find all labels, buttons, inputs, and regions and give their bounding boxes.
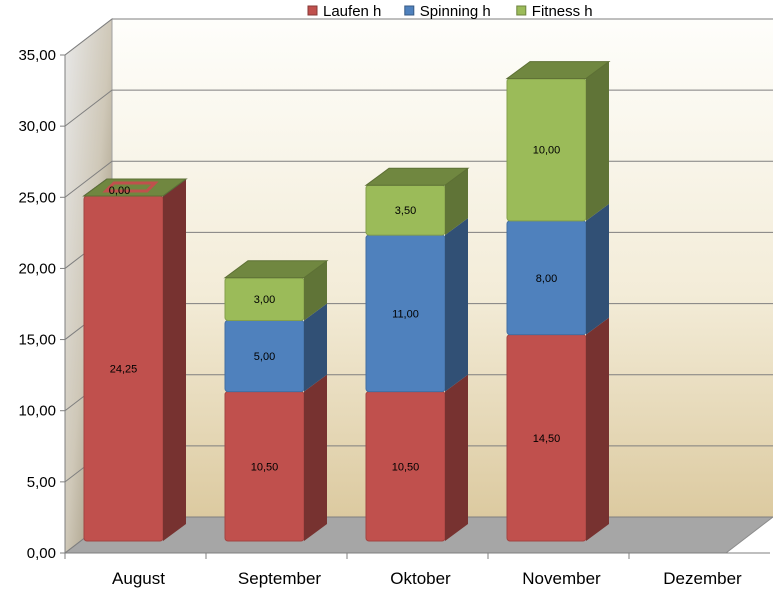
bar-top xyxy=(364,167,470,186)
bar-segment xyxy=(506,317,609,542)
chart-legend: Laufen h Spinning h Fitness h xyxy=(307,3,593,20)
data-label: 3,50 xyxy=(395,205,416,217)
bar-side xyxy=(586,61,609,221)
bar-top xyxy=(505,61,611,80)
legend-label: Laufen h xyxy=(323,3,381,20)
data-label: 0,00 xyxy=(109,185,130,197)
y-tick-label: 25,00 xyxy=(18,189,56,206)
data-label: 14,50 xyxy=(533,433,561,445)
bar-top xyxy=(223,260,329,279)
bar-segment xyxy=(365,374,468,542)
x-tick-label: Oktober xyxy=(390,569,451,588)
y-tick-label: 30,00 xyxy=(18,118,56,135)
bar-side xyxy=(304,374,327,541)
legend-swatch xyxy=(404,5,415,16)
bar-stacks xyxy=(82,61,611,542)
y-tick-label: 35,00 xyxy=(18,47,56,64)
bar-segment xyxy=(82,178,188,542)
bar-side xyxy=(586,317,609,541)
bar-side xyxy=(304,303,327,392)
y-tick-label: 10,00 xyxy=(18,403,56,420)
bar-side xyxy=(586,203,609,335)
y-tick-label: 15,00 xyxy=(18,332,56,349)
bar-segment xyxy=(506,203,609,336)
bar-segment xyxy=(223,260,329,321)
bar-side xyxy=(445,218,468,392)
data-label: 8,00 xyxy=(536,273,557,285)
legend-label: Spinning h xyxy=(420,3,491,20)
gridline xyxy=(64,18,773,56)
x-tick-label: August xyxy=(112,569,165,588)
bar-side xyxy=(304,260,327,321)
data-label: 10,50 xyxy=(392,461,420,473)
x-tick-label: September xyxy=(238,569,321,588)
bar-segment xyxy=(365,218,468,393)
data-label: 10,50 xyxy=(251,461,279,473)
bar-side xyxy=(445,168,468,236)
chart-labels: 0,00 5,00 10,00 15,00 20,00 25,00 30,00 35,00 Au… xyxy=(18,47,742,588)
bar-segment xyxy=(224,303,327,393)
legend-swatch xyxy=(307,5,318,16)
bar-segment xyxy=(364,167,470,236)
x-tick-label: November xyxy=(522,569,601,588)
legend-swatch xyxy=(516,5,527,16)
bar-segment xyxy=(82,178,188,197)
y-tick-label: 0,00 xyxy=(27,545,56,562)
bar-segment xyxy=(505,61,611,222)
bar-side xyxy=(163,178,186,541)
x-tick-label: Dezember xyxy=(663,569,742,588)
bar-segment xyxy=(224,374,327,542)
bar-side xyxy=(445,374,468,541)
y-tick-label: 20,00 xyxy=(18,260,56,277)
legend-label: Fitness h xyxy=(532,3,593,20)
bar-zero-outline xyxy=(102,181,159,193)
data-label: 3,00 xyxy=(254,294,275,306)
data-label: 10,00 xyxy=(533,145,561,157)
data-label: 11,00 xyxy=(392,308,419,320)
data-label: 5,00 xyxy=(254,351,275,363)
y-tick-label: 5,00 xyxy=(27,474,56,491)
data-label: 24,25 xyxy=(110,363,138,375)
